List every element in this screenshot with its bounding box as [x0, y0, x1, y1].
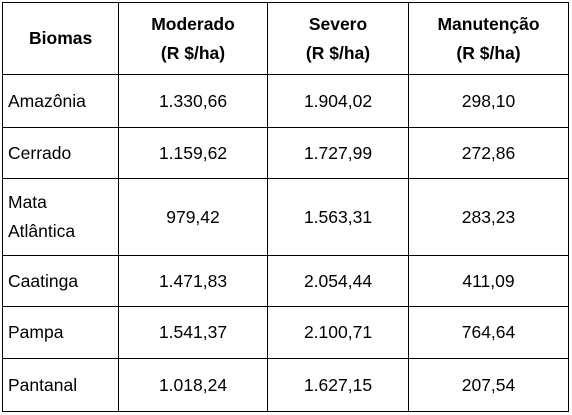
maintenance-cell: 764,64 [408, 306, 569, 359]
header-severe-unit: (R $/ha) [305, 42, 371, 63]
table-row: Caatinga 1.471,83 2.054,44 411,09 [2, 255, 569, 307]
table-row: Cerrado 1.159,62 1.727,99 272,86 [2, 127, 569, 179]
header-severe: Severo (R $/ha) [267, 2, 409, 75]
moderate-cell: 1.159,62 [118, 127, 268, 179]
header-moderate-title: Moderado [151, 13, 235, 34]
biomes-cost-table: Biomas Moderado (R $/ha) Severo (R $/ha)… [2, 2, 569, 412]
header-biome: Biomas [2, 2, 119, 75]
maintenance-cell: 207,54 [408, 358, 569, 412]
header-severe-title: Severo [308, 13, 368, 34]
moderate-cell: 979,42 [118, 178, 268, 256]
table-row: Mata Atlântica 979,42 1.563,31 283,23 [2, 178, 569, 256]
severe-cell: 1.563,31 [267, 178, 409, 256]
severe-cell: 2.100,71 [267, 306, 409, 359]
biome-name-line-1: Mata [8, 192, 47, 212]
maintenance-cell: 298,10 [408, 74, 569, 128]
biome-cell: Amazônia [2, 74, 119, 128]
moderate-cell: 1.018,24 [118, 358, 268, 412]
table-row: Pantanal 1.018,24 1.627,15 207,54 [2, 358, 569, 412]
severe-cell: 2.054,44 [267, 255, 409, 307]
moderate-cell: 1.541,37 [118, 306, 268, 359]
maintenance-cell: 272,86 [408, 127, 569, 179]
biome-cell: Pampa [2, 306, 119, 359]
header-maintenance: Manutenção (R $/ha) [408, 2, 569, 75]
severe-cell: 1.627,15 [267, 358, 409, 412]
maintenance-cell: 411,09 [408, 255, 569, 307]
maintenance-cell: 283,23 [408, 178, 569, 256]
biome-cell: Pantanal [2, 358, 119, 412]
biome-cell: Cerrado [2, 127, 119, 179]
table-row: Amazônia 1.330,66 1.904,02 298,10 [2, 74, 569, 128]
moderate-cell: 1.330,66 [118, 74, 268, 128]
biome-cell: Caatinga [2, 255, 119, 307]
moderate-cell: 1.471,83 [118, 255, 268, 307]
header-row: Biomas Moderado (R $/ha) Severo (R $/ha)… [2, 2, 569, 75]
biome-name-line-2: Atlântica [8, 221, 76, 241]
header-moderate: Moderado (R $/ha) [118, 2, 268, 75]
header-maintenance-unit: (R $/ha) [456, 42, 521, 63]
table-row: Pampa 1.541,37 2.100,71 764,64 [2, 306, 569, 359]
header-maintenance-title: Manutenção [437, 13, 540, 34]
severe-cell: 1.904,02 [267, 74, 409, 128]
header-moderate-unit: (R $/ha) [160, 42, 226, 63]
biome-cell: Mata Atlântica [2, 178, 119, 256]
severe-cell: 1.727,99 [267, 127, 409, 179]
